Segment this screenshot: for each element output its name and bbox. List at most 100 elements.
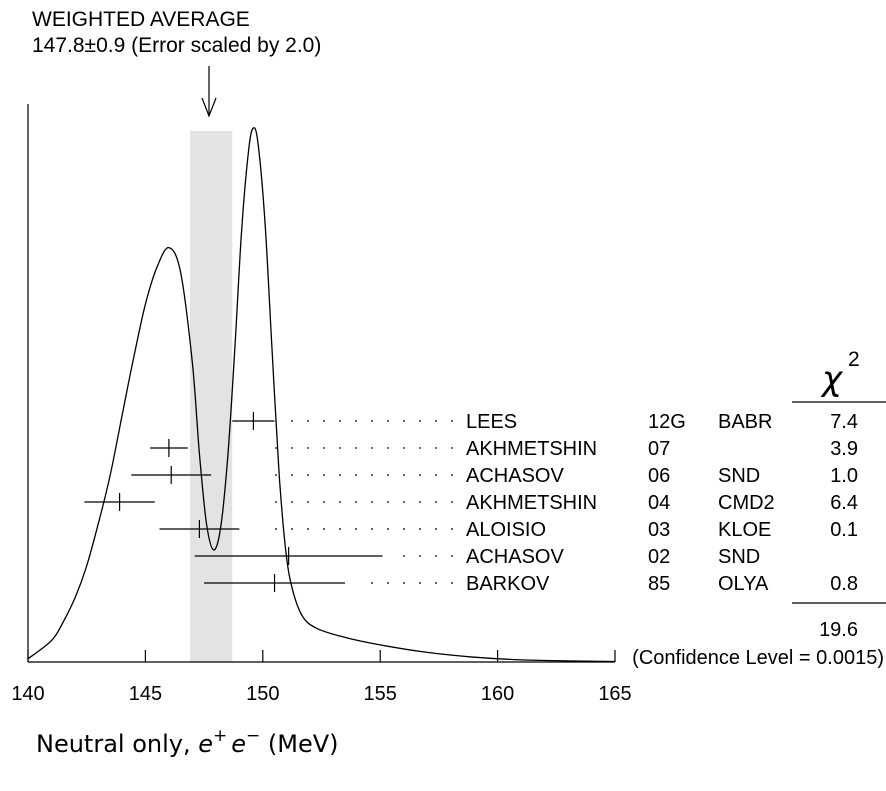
measurement-year: 07: [648, 438, 670, 460]
measurement-row: ACHASOV 06 SND 1.0: [131, 465, 858, 487]
measurement-experiment: OLYA: [718, 573, 769, 595]
measurement-chi2: 0.1: [830, 519, 858, 541]
leader-dot: [371, 420, 373, 422]
leader-dot: [419, 582, 421, 584]
leader-dot: [371, 582, 373, 584]
measurement-chi2: 7.4: [830, 411, 858, 433]
chart-title: WEIGHTED AVERAGE: [32, 8, 250, 31]
measurement-row: ACHASOV 02 SND: [194, 546, 760, 568]
measurements: LEES 12G BABR 7.4 AKHMETSHIN 07 3.9 ACHASOV 06 SN…: [84, 411, 858, 595]
leader-dot: [307, 501, 309, 503]
leader-dot: [435, 528, 437, 530]
leader-dot: [387, 582, 389, 584]
leader-dot: [355, 420, 357, 422]
leader-dot: [419, 420, 421, 422]
leader-dot: [403, 447, 405, 449]
leader-dot: [307, 474, 309, 476]
leader-dot: [355, 474, 357, 476]
measurement-row: ALOISIO 03 KLOE 0.1: [159, 519, 858, 541]
x-tick-label-145: 145: [129, 683, 162, 705]
leader-dot: [387, 528, 389, 530]
measurement-author: AKHMETSHIN: [466, 438, 597, 460]
x-tick-label-155: 155: [364, 683, 397, 705]
leader-dot: [275, 528, 277, 530]
leader-dot: [387, 501, 389, 503]
x-axis-label-minus: −: [246, 726, 260, 746]
measurement-author: BARKOV: [466, 573, 550, 595]
measurement-experiment: SND: [718, 465, 760, 487]
leader-dot: [451, 582, 453, 584]
leader-dot: [371, 501, 373, 503]
leader-dot: [435, 582, 437, 584]
leader-dot: [323, 501, 325, 503]
leader-dot: [291, 447, 293, 449]
leader-dot: [451, 528, 453, 530]
measurement-year: 85: [648, 573, 670, 595]
average-arrow-head: [201, 97, 217, 118]
leader-dot: [387, 420, 389, 422]
leader-dot: [419, 555, 421, 557]
leader-dot: [403, 582, 405, 584]
confidence-level: (Confidence Level = 0.0015): [632, 647, 884, 669]
leader-dot: [323, 447, 325, 449]
measurement-year: 06: [648, 465, 670, 487]
leader-dot: [275, 474, 277, 476]
x-axis-label-suffix: (MeV): [260, 730, 338, 758]
measurement-author: ALOISIO: [466, 519, 546, 541]
leader-dot: [355, 447, 357, 449]
leader-dot: [307, 528, 309, 530]
x-axis-label-plus: +: [213, 726, 227, 746]
axes: [27, 104, 615, 663]
x-tick-label-140: 140: [11, 683, 44, 705]
leader-dot: [275, 501, 277, 503]
chi2-symbol: χ: [820, 359, 844, 399]
chi2-exponent: 2: [848, 348, 860, 371]
leader-dot: [387, 447, 389, 449]
leader-dot: [339, 501, 341, 503]
chart-subtitle: 147.8±0.9 (Error scaled by 2.0): [32, 34, 321, 57]
leader-dot: [291, 528, 293, 530]
leader-dot: [291, 474, 293, 476]
leader-dot: [435, 474, 437, 476]
weighted-average-band: [190, 131, 233, 662]
leader-dot: [451, 474, 453, 476]
leader-dot: [403, 528, 405, 530]
leader-dot: [435, 501, 437, 503]
title-block: WEIGHTED AVERAGE 147.8±0.9 (Error scaled…: [32, 8, 321, 118]
leader-dot: [307, 447, 309, 449]
leader-dot: [451, 501, 453, 503]
x-tick-label-150: 150: [246, 683, 279, 705]
leader-dot: [451, 447, 453, 449]
leader-dot: [323, 474, 325, 476]
leader-dot: [387, 474, 389, 476]
x-axis-label: Neutral only, e+ e− (MeV): [36, 726, 339, 758]
measurement-author: LEES: [466, 411, 517, 433]
x-tick-label-165: 165: [598, 683, 631, 705]
measurement-chi2: 6.4: [830, 492, 858, 514]
leader-dot: [419, 528, 421, 530]
leader-dot: [419, 474, 421, 476]
measurement-row: LEES 12G BABR 7.4: [232, 411, 858, 433]
measurement-chi2: 1.0: [830, 465, 858, 487]
measurement-experiment: SND: [718, 546, 760, 568]
x-tick-label-160: 160: [481, 683, 514, 705]
measurement-row: BARKOV 85 OLYA 0.8: [204, 573, 858, 595]
leader-dot: [275, 447, 277, 449]
leader-dot: [451, 420, 453, 422]
measurement-chi2: 0.8: [830, 573, 858, 595]
leader-dot: [435, 555, 437, 557]
measurement-row: AKHMETSHIN 04 CMD2 6.4: [84, 492, 858, 514]
x-ticks: 140 145 150 155 160 165: [11, 650, 632, 705]
leader-dot: [435, 420, 437, 422]
measurement-year: 03: [648, 519, 670, 541]
measurement-author: ACHASOV: [466, 546, 564, 568]
leader-dot: [339, 447, 341, 449]
chi2-column-header: χ 2: [792, 348, 886, 403]
leader-dot: [323, 420, 325, 422]
leader-dot: [403, 501, 405, 503]
leader-dot: [291, 501, 293, 503]
leader-dot: [419, 447, 421, 449]
measurement-author: AKHMETSHIN: [466, 492, 597, 514]
leader-dot: [355, 528, 357, 530]
